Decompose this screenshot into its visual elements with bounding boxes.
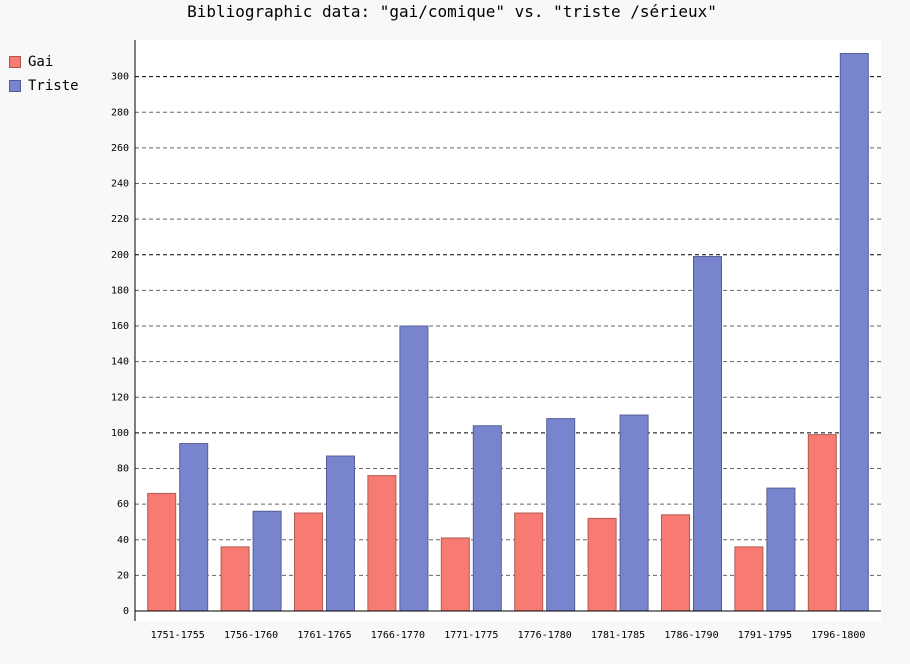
bar-gai-1781-1785 bbox=[587, 517, 617, 612]
x-tick-label: 1761-1765 bbox=[297, 630, 351, 641]
bar-triste-1761-1765 bbox=[326, 455, 355, 612]
legend-swatch-triste bbox=[9, 80, 21, 92]
x-tick-label: 1791-1795 bbox=[738, 630, 792, 641]
bar-gai-1766-1770 bbox=[367, 475, 397, 612]
bar-triste-1771-1775 bbox=[472, 425, 502, 612]
bar-triste-1781-1785 bbox=[619, 414, 649, 612]
y-tick-label: 260 bbox=[111, 143, 129, 154]
y-tick-label: 200 bbox=[111, 250, 129, 261]
chart-title: Bibliographic data: "gai/comique" vs. "t… bbox=[187, 2, 717, 21]
bar-triste-1786-1790 bbox=[693, 256, 722, 612]
x-tick-label: 1751-1755 bbox=[151, 630, 205, 641]
y-tick-label: 80 bbox=[117, 464, 129, 475]
bar-triste-1751-1755 bbox=[179, 443, 209, 612]
bar-gai-1751-1755 bbox=[147, 492, 177, 612]
bar-gai-1771-1775 bbox=[440, 537, 470, 612]
bar-gai-1791-1795 bbox=[734, 546, 764, 612]
y-tick-label: 220 bbox=[111, 214, 129, 225]
legend-item-triste: Triste bbox=[9, 74, 79, 98]
y-tick-label: 280 bbox=[111, 107, 129, 118]
legend-swatch-gai bbox=[9, 56, 21, 68]
y-tick-label: 140 bbox=[111, 357, 129, 368]
y-tick-label: 180 bbox=[111, 285, 129, 296]
x-tick-label: 1756-1760 bbox=[224, 630, 278, 641]
bar-gai-1796-1800 bbox=[807, 434, 837, 612]
bar-triste-1796-1800 bbox=[839, 52, 869, 612]
x-tick-label: 1771-1775 bbox=[444, 630, 498, 641]
legend-label-triste: Triste bbox=[28, 78, 79, 94]
y-tick-label: 40 bbox=[117, 535, 129, 546]
y-tick-label: 100 bbox=[111, 428, 129, 439]
bar-triste-1791-1795 bbox=[766, 487, 796, 612]
x-tick-label: 1781-1785 bbox=[591, 630, 645, 641]
bar-gai-1786-1790 bbox=[661, 514, 690, 612]
y-tick-label: 160 bbox=[111, 321, 129, 332]
bar-gai-1756-1760 bbox=[220, 546, 250, 612]
y-tick-label: 0 bbox=[123, 606, 129, 617]
legend-label-gai: Gai bbox=[28, 54, 54, 70]
y-tick-label: 240 bbox=[111, 179, 129, 190]
x-tick-label: 1786-1790 bbox=[664, 630, 718, 641]
y-tick-label: 60 bbox=[117, 499, 129, 510]
y-tick-label: 120 bbox=[111, 392, 129, 403]
bar-triste-1776-1780 bbox=[546, 418, 576, 612]
x-tick-label: 1766-1770 bbox=[371, 630, 425, 641]
y-tick-label: 20 bbox=[117, 570, 129, 581]
bar-gai-1776-1780 bbox=[514, 512, 544, 612]
legend: Gai Triste bbox=[9, 50, 79, 98]
x-tick-label: 1796-1800 bbox=[811, 630, 865, 641]
legend-item-gai: Gai bbox=[9, 50, 79, 74]
bar-gai-1761-1765 bbox=[294, 512, 323, 612]
x-tick-label: 1776-1780 bbox=[518, 630, 572, 641]
bar-triste-1756-1760 bbox=[252, 510, 282, 612]
y-tick-label: 300 bbox=[111, 72, 129, 83]
bar-triste-1766-1770 bbox=[399, 325, 429, 612]
